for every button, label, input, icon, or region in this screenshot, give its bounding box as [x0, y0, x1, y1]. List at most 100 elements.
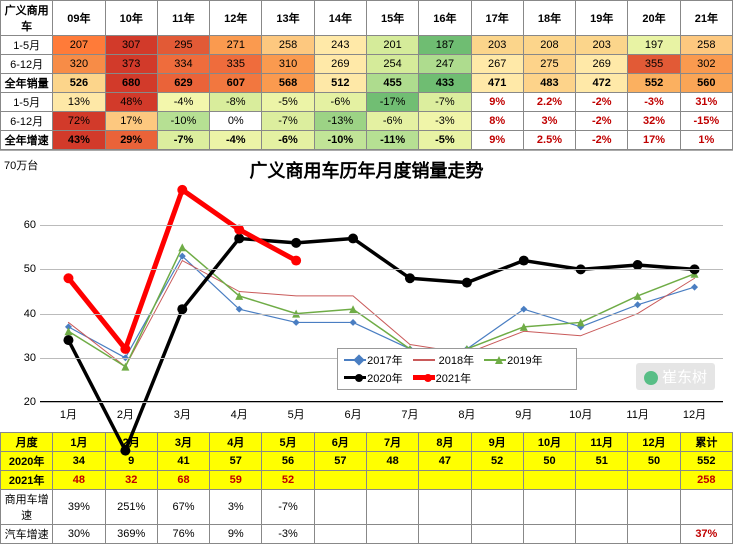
data-cell: -7% — [262, 490, 314, 525]
data-cell: 9% — [210, 525, 262, 544]
data-cell: 607 — [210, 74, 262, 93]
x-tick-label: 1月 — [60, 402, 77, 422]
x-tick-label: 9月 — [515, 402, 532, 422]
data-cell: 72% — [53, 112, 105, 131]
data-cell: 3% — [523, 112, 575, 131]
data-cell: 251% — [105, 490, 157, 525]
x-tick-label: 8月 — [458, 402, 475, 422]
bottom-table-corner: 月度 — [1, 433, 53, 452]
data-cell: 50 — [628, 452, 680, 471]
data-cell: 207 — [53, 36, 105, 55]
data-cell — [523, 471, 575, 490]
data-cell: 455 — [366, 74, 418, 93]
data-cell: -8% — [210, 93, 262, 112]
data-cell: 471 — [471, 74, 523, 93]
series-marker — [63, 273, 73, 283]
data-cell — [419, 490, 471, 525]
data-cell: 31% — [680, 93, 732, 112]
x-tick-label: 6月 — [344, 402, 361, 422]
monthly-sales-chart: 70万台 广义商用车历年月度销量走势 20304050601月2月3月4月5月6… — [0, 150, 733, 432]
x-tick-label: 4月 — [231, 402, 248, 422]
data-cell: 17% — [628, 131, 680, 150]
y-tick-label: 50 — [24, 263, 40, 275]
data-cell: 201 — [366, 36, 418, 55]
data-cell: 269 — [314, 55, 366, 74]
top-summary-table: 广义商用车09年10年11年12年13年14年15年16年17年18年19年20… — [0, 0, 733, 150]
series-marker — [634, 292, 642, 300]
series-marker — [691, 284, 698, 291]
data-cell: 34 — [53, 452, 105, 471]
data-cell: 629 — [157, 74, 209, 93]
data-cell: 50 — [523, 452, 575, 471]
month-header: 12月 — [628, 433, 680, 452]
row-label: 商用车增速 — [1, 490, 53, 525]
data-cell: 269 — [576, 55, 628, 74]
year-header: 21年 — [680, 1, 732, 36]
data-cell: 43% — [53, 131, 105, 150]
month-header: 5月 — [262, 433, 314, 452]
data-cell: 258 — [680, 471, 732, 490]
data-cell: 9% — [471, 131, 523, 150]
data-cell: 258 — [680, 36, 732, 55]
data-cell: -3% — [262, 525, 314, 544]
data-cell: -7% — [419, 93, 471, 112]
data-cell: 51 — [576, 452, 628, 471]
x-tick-label: 11月 — [626, 402, 648, 422]
data-cell: -11% — [366, 131, 418, 150]
data-cell: -15% — [680, 112, 732, 131]
month-header: 累计 — [680, 433, 732, 452]
row-label: 全年销量 — [1, 74, 53, 93]
data-cell: 13% — [53, 93, 105, 112]
data-cell: 369% — [105, 525, 157, 544]
series-marker — [348, 233, 358, 243]
data-cell — [314, 525, 366, 544]
data-cell: 197 — [628, 36, 680, 55]
data-cell: 243 — [314, 36, 366, 55]
year-header: 10年 — [105, 1, 157, 36]
data-cell: 334 — [157, 55, 209, 74]
month-header: 1月 — [53, 433, 105, 452]
x-tick-label: 7月 — [401, 402, 418, 422]
data-cell: 2.5% — [523, 131, 575, 150]
chart-legend: 2017年2018年2019年2020年2021年 — [337, 348, 577, 390]
data-cell: 560 — [680, 74, 732, 93]
data-cell: 9 — [105, 452, 157, 471]
data-cell: 52 — [471, 452, 523, 471]
data-cell — [314, 490, 366, 525]
year-header: 20年 — [628, 1, 680, 36]
series-marker — [120, 446, 130, 456]
data-cell: 32% — [628, 112, 680, 131]
data-cell: 30% — [53, 525, 105, 544]
data-cell: 59 — [210, 471, 262, 490]
data-cell: 568 — [262, 74, 314, 93]
data-cell — [576, 525, 628, 544]
data-cell: -2% — [576, 93, 628, 112]
series-marker — [178, 243, 186, 251]
series-marker — [462, 278, 472, 288]
month-header: 7月 — [366, 433, 418, 452]
series-marker — [63, 335, 73, 345]
x-tick-label: 5月 — [288, 402, 305, 422]
month-header: 3月 — [157, 433, 209, 452]
data-cell: 32 — [105, 471, 157, 490]
data-cell: -13% — [314, 112, 366, 131]
data-cell: -10% — [157, 112, 209, 131]
data-cell — [419, 471, 471, 490]
data-cell: 56 — [262, 452, 314, 471]
month-header: 11月 — [576, 433, 628, 452]
data-cell: 247 — [419, 55, 471, 74]
y-tick-label: 30 — [24, 352, 40, 364]
row-label: 6-12月 — [1, 55, 53, 74]
data-cell: 203 — [576, 36, 628, 55]
data-cell — [523, 490, 575, 525]
row-label: 汽车增速 — [1, 525, 53, 544]
data-cell: 8% — [471, 112, 523, 131]
top-table-corner: 广义商用车 — [1, 1, 53, 36]
data-cell — [314, 471, 366, 490]
data-cell — [628, 471, 680, 490]
chart-title: 广义商用车历年月度销量走势 — [0, 157, 733, 183]
month-header: 10月 — [523, 433, 575, 452]
data-cell: 2.2% — [523, 93, 575, 112]
legend-item: 2021年 — [413, 370, 471, 386]
data-cell: 552 — [628, 74, 680, 93]
